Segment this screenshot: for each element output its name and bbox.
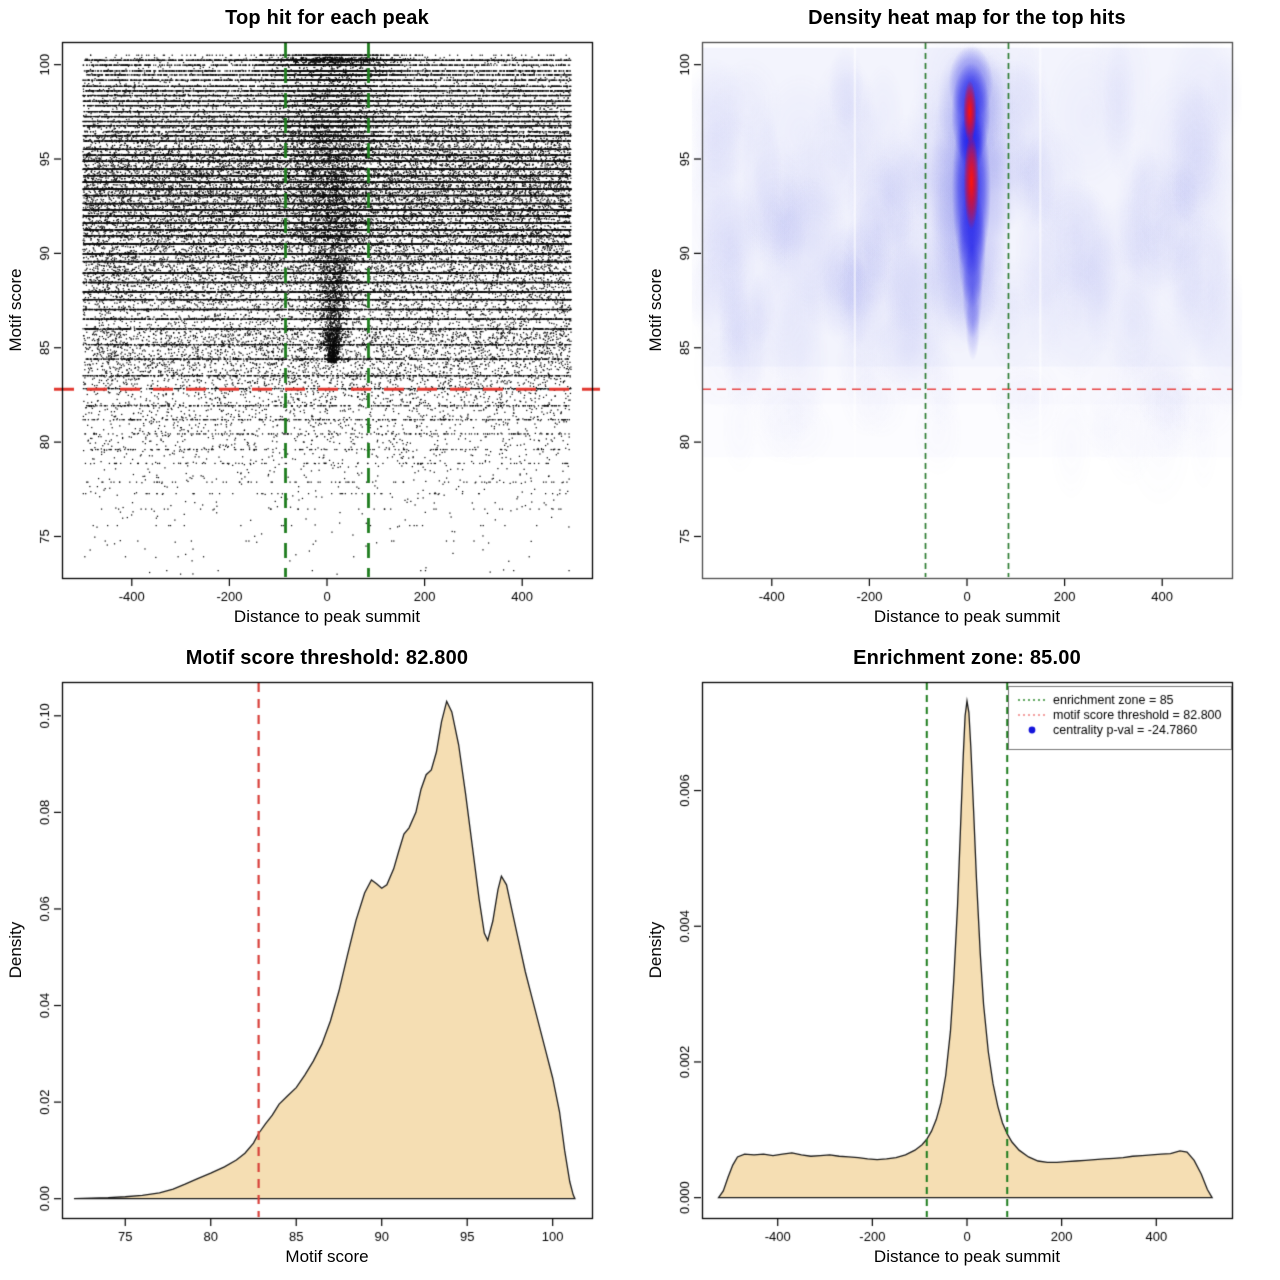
y-axis-label: Motif score	[646, 268, 665, 352]
scatter-plot-canvas	[0, 0, 640, 640]
panel-summit-distance-density: Enrichment zone: 85.00 Distance to peak …	[640, 640, 1280, 1280]
score-density-plot-canvas	[0, 640, 640, 1280]
plot-title: Enrichment zone: 85.00	[853, 647, 1081, 669]
plot-title: Motif score threshold: 82.800	[185, 647, 469, 669]
panel-density-heatmap: Density heat map for the top hits Distan…	[640, 0, 1280, 640]
y-axis-label: Density	[6, 921, 25, 979]
x-axis-label: Motif score	[285, 1247, 369, 1266]
heatmap-plot-canvas	[640, 0, 1280, 640]
y-axis-label: Density	[646, 921, 665, 979]
y-axis-label: Motif score	[6, 268, 25, 352]
x-axis-label: Distance to peak summit	[233, 607, 421, 626]
x-axis-label: Distance to peak summit	[873, 1247, 1061, 1266]
panel-top-hit-scatter: Top hit for each peak Distance to peak s…	[0, 0, 640, 640]
distance-density-plot-canvas	[640, 640, 1280, 1280]
plot-title: Density heat map for the top hits	[808, 7, 1126, 29]
panel-motif-score-density: Motif score threshold: 82.800 Motif scor…	[0, 640, 640, 1280]
plot-title: Top hit for each peak	[225, 7, 429, 29]
x-axis-label: Distance to peak summit	[873, 607, 1061, 626]
